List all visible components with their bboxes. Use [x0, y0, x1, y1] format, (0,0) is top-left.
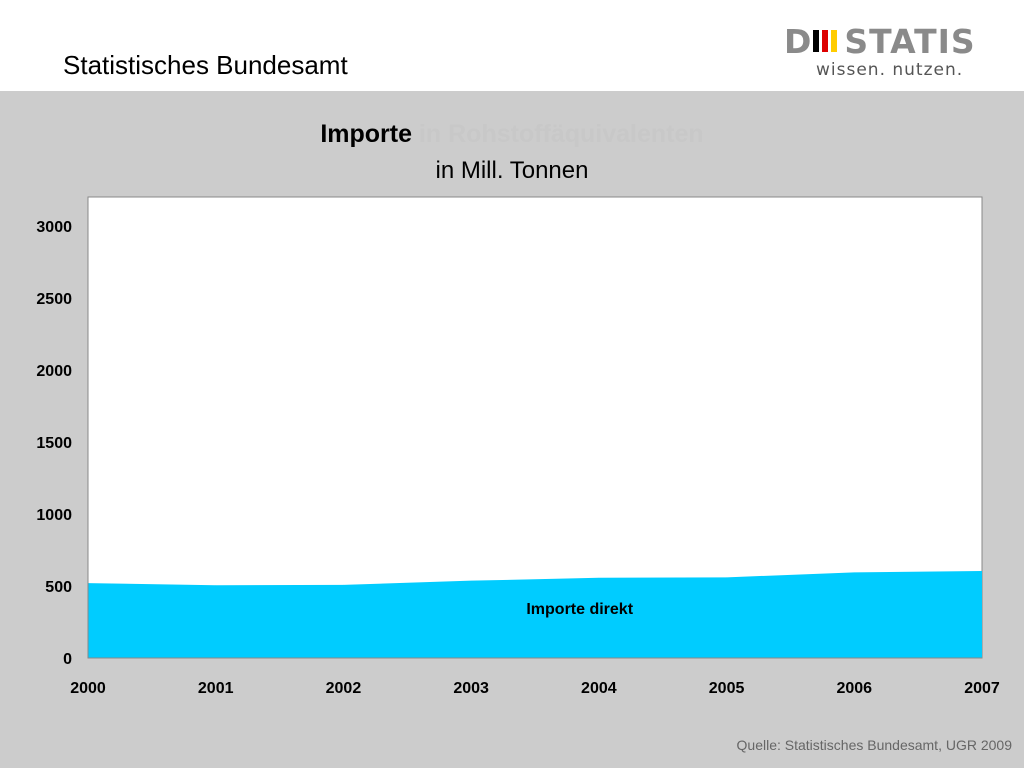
- x-tick-label: 2003: [453, 680, 489, 697]
- chart-title-faded: in Rohstoffäquivalenten: [418, 120, 704, 148]
- y-tick-label: 2000: [36, 363, 72, 380]
- y-tick-label: 3000: [36, 219, 72, 236]
- y-tick-label: 0: [63, 651, 72, 668]
- chart-subtitle: in Mill. Tonnen: [435, 157, 589, 184]
- series-label: Importe direkt: [526, 601, 633, 618]
- logo-tagline: wissen. nutzen.: [816, 60, 964, 80]
- y-tick-label: 1500: [36, 435, 72, 452]
- area-series-0: [88, 571, 982, 658]
- header: Statistisches Bundesamt D STATIS wissen. …: [0, 0, 1024, 91]
- flag-bars-icon: [813, 30, 837, 52]
- logo-wordmark: D STATIS: [784, 22, 976, 62]
- x-tick-label: 2002: [326, 680, 362, 697]
- x-tick-label: 2006: [836, 680, 872, 697]
- y-tick-label: 2500: [36, 291, 72, 308]
- x-tick-label: 2000: [70, 680, 106, 697]
- x-tick-label: 2004: [581, 680, 617, 697]
- x-tick-label: 2001: [198, 680, 234, 697]
- destatis-logo: D STATIS wissen. nutzen.: [784, 22, 994, 82]
- source-note: Quelle: Statistisches Bundesamt, UGR 200…: [736, 737, 1012, 753]
- logo-letter-d: D: [784, 22, 813, 61]
- chart-title: Importe in Rohstoffäquivalenten: [0, 120, 1024, 149]
- y-tick-label: 500: [45, 579, 72, 596]
- logo-letters-statis: STATIS: [844, 22, 976, 61]
- x-tick-label: 2007: [964, 680, 1000, 697]
- y-tick-label: 1000: [36, 507, 72, 524]
- x-tick-label: 2005: [709, 680, 745, 697]
- org-title: Statistisches Bundesamt: [63, 50, 348, 80]
- chart-title-main: Importe: [320, 120, 412, 148]
